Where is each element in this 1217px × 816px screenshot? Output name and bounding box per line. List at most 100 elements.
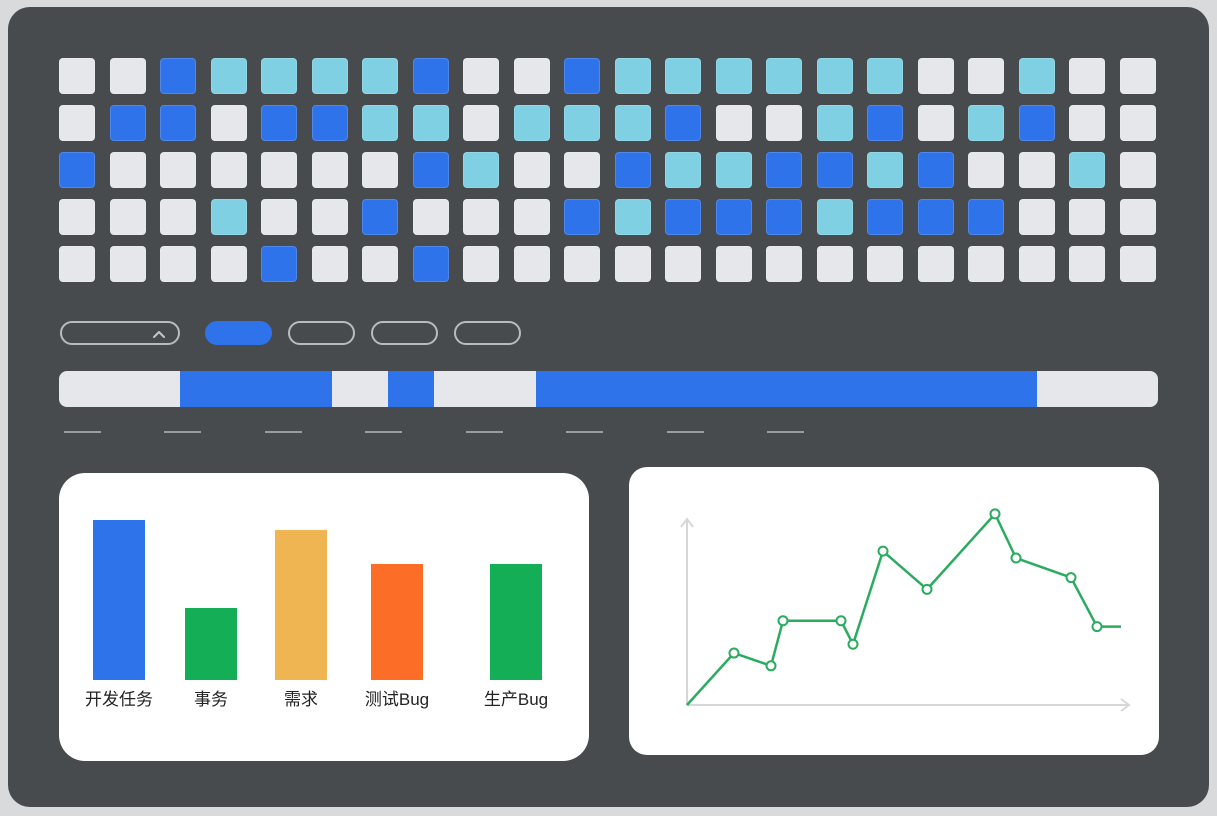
tick-mark <box>767 431 804 433</box>
heatmap-cell <box>968 199 1004 235</box>
heatmap-cell <box>59 199 95 235</box>
heatmap-cell <box>564 246 600 282</box>
heatmap-cell <box>715 105 752 141</box>
data-point <box>847 638 859 650</box>
x-tick-label: 生产Bug <box>483 690 549 709</box>
heatmap-cell <box>564 152 600 188</box>
heatmap-cell <box>261 246 297 282</box>
data-point <box>1010 552 1022 564</box>
heatmap-cell <box>412 58 449 94</box>
heatmap-cell <box>766 105 802 141</box>
heatmap-cell <box>463 58 499 94</box>
heatmap-cell <box>160 246 196 282</box>
heatmap-cell <box>816 199 853 235</box>
heatmap-cell <box>665 58 701 94</box>
tick-mark <box>466 431 503 433</box>
chart-bar <box>185 608 237 680</box>
heatmap-cell <box>513 199 550 235</box>
heatmap-cell <box>1069 152 1105 188</box>
heatmap-cell <box>715 246 752 282</box>
heatmap-cell <box>766 58 802 94</box>
heatmap-cell <box>311 199 348 235</box>
heatmap-cell <box>1069 199 1105 235</box>
heatmap-cell <box>463 105 499 141</box>
heatmap-cell <box>1119 105 1156 141</box>
heatmap-cell <box>665 199 701 235</box>
heatmap-cell <box>59 246 95 282</box>
heatmap-cell <box>109 246 146 282</box>
tab-3[interactable] <box>371 321 438 345</box>
heatmap-cell <box>362 246 398 282</box>
heatmap-cell <box>210 246 247 282</box>
x-tick-label: 需求 <box>284 690 318 709</box>
heatmap-cell <box>109 199 146 235</box>
heatmap-cell <box>513 152 550 188</box>
tick-mark <box>64 431 101 433</box>
activity-heatmap <box>59 58 1156 282</box>
heatmap-cell <box>109 105 146 141</box>
heatmap-cell <box>210 199 247 235</box>
heatmap-cell <box>917 58 954 94</box>
data-point <box>728 647 740 659</box>
tab-4[interactable] <box>454 321 521 345</box>
heatmap-cell <box>968 58 1004 94</box>
heatmap-cell <box>816 246 853 282</box>
tick-mark <box>667 431 704 433</box>
heatmap-cell <box>917 199 954 235</box>
heatmap-cell <box>59 152 95 188</box>
heatmap-cell <box>614 246 651 282</box>
heatmap-cell <box>210 105 247 141</box>
heatmap-cell <box>261 199 297 235</box>
heatmap-cell <box>160 105 196 141</box>
heatmap-cell <box>715 199 752 235</box>
x-tick-label: 事务 <box>194 690 228 709</box>
data-point <box>1091 621 1103 633</box>
heatmap-cell <box>463 246 499 282</box>
heatmap-cell <box>564 105 600 141</box>
heatmap-cell <box>968 246 1004 282</box>
heatmap-cell <box>1018 105 1055 141</box>
heatmap-cell <box>1069 105 1105 141</box>
heatmap-cell <box>665 105 701 141</box>
heatmap-cell <box>614 105 651 141</box>
heatmap-cell <box>665 152 701 188</box>
heatmap-cell <box>513 58 550 94</box>
data-point <box>1065 572 1077 584</box>
heatmap-cell <box>311 152 348 188</box>
heatmap-cell <box>463 152 499 188</box>
heatmap-cell <box>1069 58 1105 94</box>
heatmap-cell <box>1119 199 1156 235</box>
heatmap-cell <box>766 246 802 282</box>
tick-mark <box>164 431 201 433</box>
heatmap-cell <box>917 246 954 282</box>
chart-bar <box>93 520 145 680</box>
tab-1[interactable] <box>205 321 272 345</box>
heatmap-cell <box>261 152 297 188</box>
heatmap-cell <box>261 58 297 94</box>
period-select[interactable] <box>60 321 180 345</box>
data-point <box>765 660 777 672</box>
heatmap-cell <box>1018 152 1055 188</box>
heatmap-cell <box>362 105 398 141</box>
issue-type-bar-chart: 开发任务 事务 需求 测试Bug 生产Bug <box>59 473 589 761</box>
tab-2[interactable] <box>288 321 355 345</box>
heatmap-cell <box>412 152 449 188</box>
heatmap-cell <box>1069 246 1105 282</box>
heatmap-cell <box>210 152 247 188</box>
data-point <box>835 615 847 627</box>
chevron-up-icon <box>153 331 165 338</box>
heatmap-cell <box>917 105 954 141</box>
heatmap-cell <box>513 105 550 141</box>
dashboard-panel: 开发任务 事务 需求 测试Bug 生产Bug <box>8 7 1209 807</box>
heatmap-cell <box>867 152 903 188</box>
data-point <box>921 583 933 595</box>
heatmap-cell <box>867 58 903 94</box>
heatmap-cell <box>412 246 449 282</box>
chart-axes <box>680 517 1131 712</box>
heatmap-cell <box>614 152 651 188</box>
heatmap-cell <box>1119 152 1156 188</box>
heatmap-cell <box>362 199 398 235</box>
heatmap-cell <box>412 199 449 235</box>
heatmap-cell <box>614 199 651 235</box>
heatmap-cell <box>665 246 701 282</box>
